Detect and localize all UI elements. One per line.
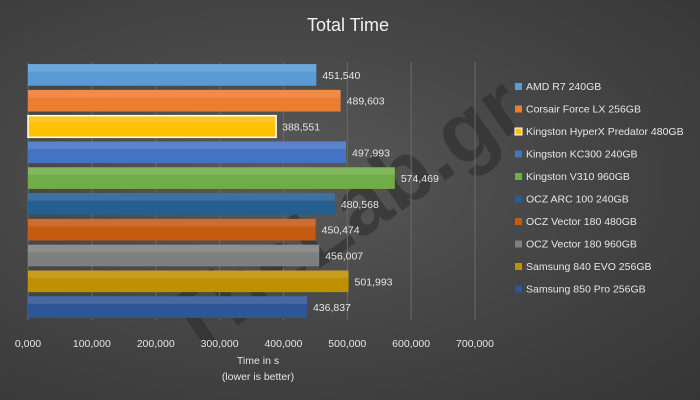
data-label: 501,993: [355, 276, 393, 288]
x-tick-label: 700,000: [456, 338, 494, 350]
x-axis-title-line1: Time in s: [237, 355, 279, 367]
data-labels: 451,540 489,603 388,551 497,993 574,469 480,5…: [282, 70, 439, 314]
data-label: 489,603: [347, 96, 385, 108]
bar: [28, 141, 347, 164]
bar-sheen: [28, 218, 316, 227]
bar: [28, 64, 317, 86]
legend-label: OCZ Vector 180 480GB: [526, 216, 637, 228]
x-tick-label: 600,000: [392, 338, 430, 350]
x-axis-title-line2: (lower is better): [222, 371, 294, 383]
bar: [28, 218, 316, 241]
data-label: 480,568: [341, 199, 379, 211]
legend-label: Kingston HyperX Predator 480GB: [526, 126, 684, 138]
bar: [28, 270, 349, 293]
legend-label: OCZ ARC 100 240GB: [526, 194, 629, 206]
legend-swatch: [514, 127, 523, 136]
bar-sheen: [28, 115, 277, 124]
bar-sheen: [28, 64, 317, 72]
data-label: 388,551: [282, 122, 320, 134]
legend-label: Samsung 850 Pro 256GB: [526, 284, 646, 296]
bar: [28, 167, 395, 189]
bar: [27, 114, 277, 139]
legend-swatch: [515, 263, 522, 270]
legend-swatch: [515, 173, 522, 180]
legend-label: OCZ Vector 180 960GB: [526, 239, 637, 251]
data-label: 574,469: [401, 173, 439, 185]
bar: [28, 193, 335, 215]
bar: [28, 296, 307, 318]
bar-sheen: [28, 296, 307, 304]
legend: AMD R7 240GB Corsair Force LX 256GB Kingst…: [514, 81, 684, 296]
x-tick-label: 400,000: [264, 338, 302, 350]
legend-swatch: [515, 83, 522, 90]
x-tick-label: 500,000: [328, 338, 366, 350]
legend-swatch: [515, 285, 522, 293]
bar-sheen: [28, 89, 341, 98]
data-label: 456,007: [325, 251, 363, 263]
legend-label: Samsung 840 EVO 256GB: [526, 261, 652, 273]
legend-label: Corsair Force LX 256GB: [526, 104, 641, 116]
bar-sheen: [28, 244, 320, 253]
bar-sheen: [28, 193, 335, 201]
x-tick-label: 300,000: [201, 338, 239, 350]
bar: [28, 244, 320, 267]
bar-sheen: [28, 167, 395, 175]
x-tick-label: 100,000: [73, 338, 111, 350]
x-tick-label: 0,000: [15, 338, 41, 350]
bar-sheen: [28, 141, 347, 150]
x-tick-label: 200,000: [137, 338, 175, 350]
legend-label: Kingston KC300 240GB: [526, 149, 638, 161]
data-label: 497,993: [352, 147, 390, 159]
bar-sheen: [28, 270, 349, 279]
legend-swatch: [515, 218, 522, 225]
legend-swatch: [515, 195, 522, 203]
x-axis-ticks: 0,000 100,000 200,000 300,000 400,000 500,000…: [15, 338, 494, 350]
legend-swatch: [515, 240, 522, 248]
bar: [28, 89, 341, 112]
legend-swatch: [515, 150, 522, 158]
data-label: 451,540: [322, 70, 360, 82]
data-label: 450,474: [322, 225, 360, 237]
legend-label: AMD R7 240GB: [526, 81, 601, 93]
bars: [27, 64, 395, 318]
legend-swatch: [515, 105, 522, 113]
legend-label: Kingston V310 960GB: [526, 171, 630, 183]
chart-title: Total Time: [307, 15, 389, 35]
data-label: 436,837: [313, 302, 351, 314]
